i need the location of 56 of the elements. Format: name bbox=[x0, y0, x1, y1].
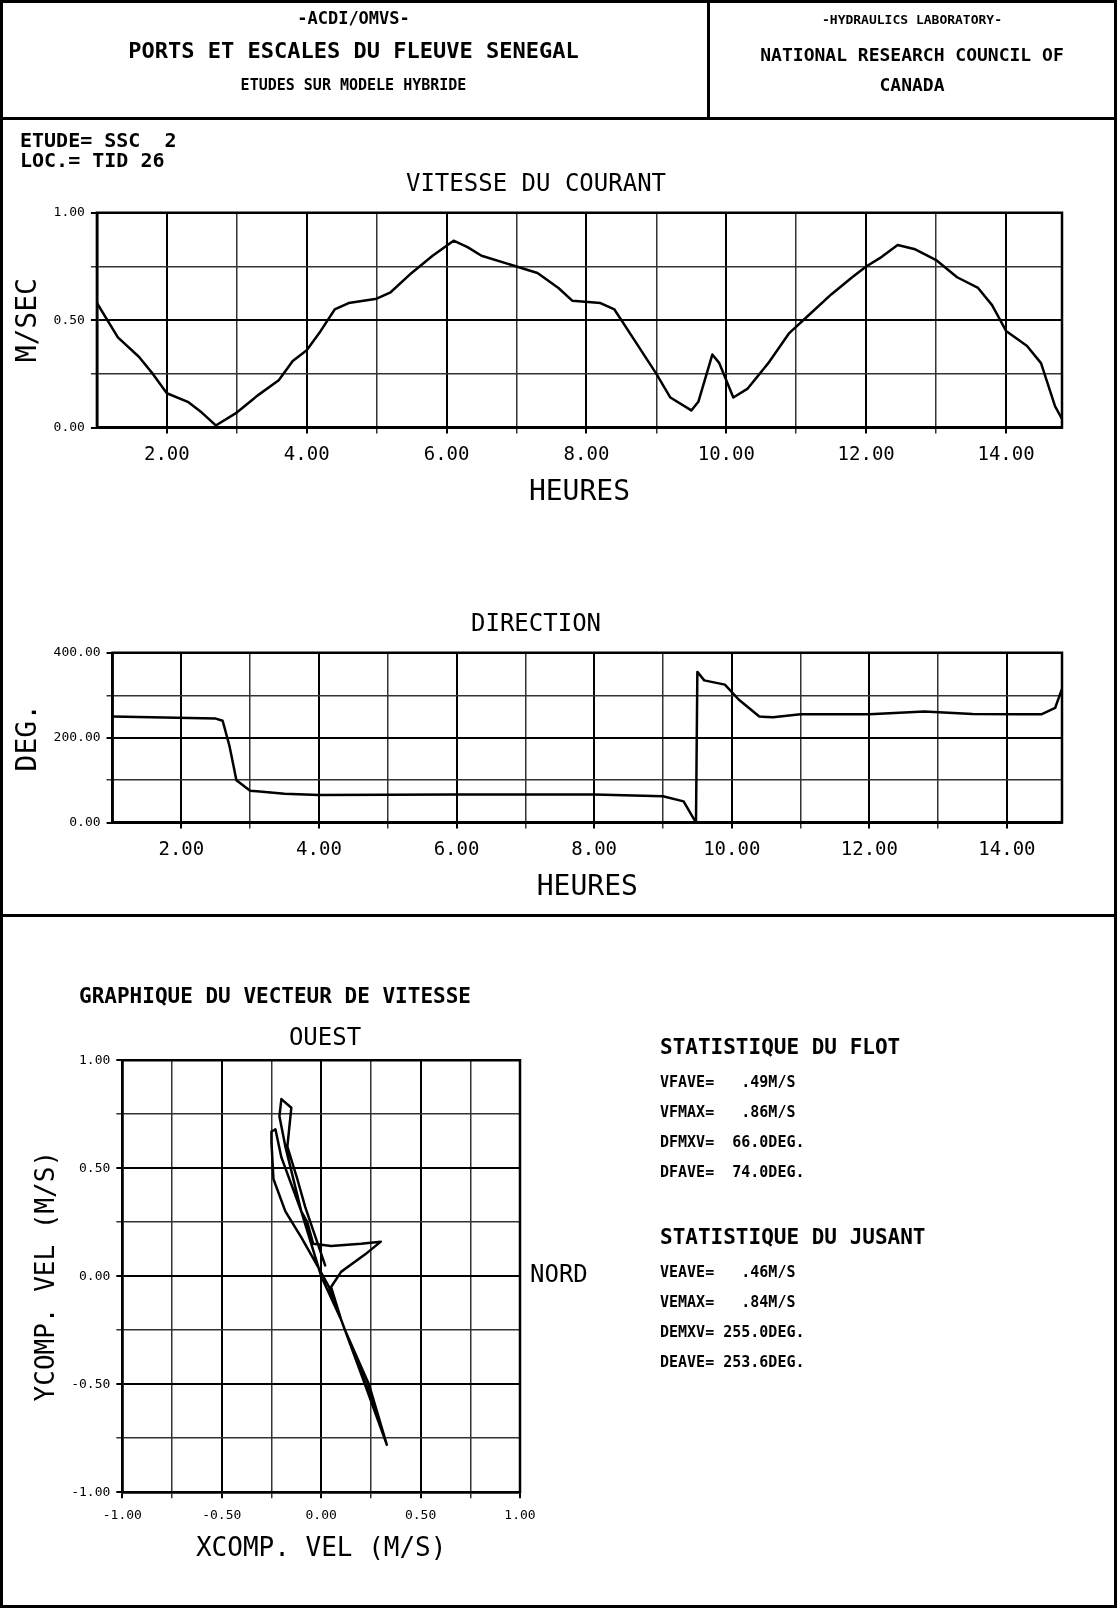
text: VFAVE= .49M/S bbox=[660, 1073, 796, 1091]
x-tick-label: 0.00 bbox=[305, 1507, 337, 1523]
x-tick-label: 0.50 bbox=[404, 1507, 437, 1523]
y-tick-label: 200.00 bbox=[53, 729, 101, 745]
text: OUEST bbox=[287, 1023, 363, 1051]
x-tick-label: 6.00 bbox=[433, 836, 480, 859]
x-tick-label: -0.50 bbox=[202, 1507, 242, 1523]
x-tick-label: 12.00 bbox=[837, 441, 895, 464]
text: PORTS ET ESCALES DU FLEUVE SENEGAL bbox=[127, 38, 580, 63]
x-axis-title: HEURES bbox=[536, 869, 638, 903]
text: STATISTIQUE DU JUSANT bbox=[660, 1225, 926, 1249]
x-tick-label: 14.00 bbox=[977, 441, 1035, 464]
x-tick-label: 14.00 bbox=[978, 836, 1036, 859]
y-tick-label: 400.00 bbox=[53, 644, 101, 660]
text: -HYDRAULICS LABORATORY- bbox=[821, 12, 1003, 27]
text: VEMAX= .84M/S bbox=[660, 1293, 796, 1311]
text: -ACDI/OMVS- bbox=[296, 8, 411, 28]
chart-title: VITESSE DU COURANT bbox=[405, 168, 667, 197]
y-tick-label: 1.00 bbox=[79, 1051, 111, 1067]
x-tick-label: 8.00 bbox=[571, 836, 618, 859]
x-tick-label: 2.00 bbox=[158, 836, 205, 859]
y-tick-label: -1.00 bbox=[71, 1483, 111, 1499]
x-tick-label: 4.00 bbox=[296, 836, 342, 859]
y-tick-label: -0.50 bbox=[71, 1375, 111, 1391]
text: VFMAX= .86M/S bbox=[660, 1103, 796, 1121]
y-tick-label: 0.00 bbox=[53, 418, 85, 434]
x-tick-label: 10.00 bbox=[697, 441, 755, 464]
x-tick-label: 10.00 bbox=[703, 836, 761, 859]
x-tick-label: 12.00 bbox=[840, 836, 898, 859]
y-axis-title: DEG. bbox=[10, 703, 44, 772]
text: DFMXV= 66.0DEG. bbox=[660, 1133, 805, 1151]
x-tick-label: 1.00 bbox=[504, 1507, 536, 1523]
chart-title: DIRECTION bbox=[470, 608, 602, 637]
y-tick-label: 1.00 bbox=[53, 204, 85, 220]
text: DFAVE= 74.0DEG. bbox=[660, 1163, 805, 1181]
text: DEAVE= 253.6DEG. bbox=[660, 1353, 805, 1371]
x-tick-label: 6.00 bbox=[423, 441, 470, 464]
text: ETUDES SUR MODELE HYBRIDE bbox=[239, 76, 468, 94]
text: NORD bbox=[530, 1260, 588, 1288]
chart-title: GRAPHIQUE DU VECTEUR DE VITESSE bbox=[79, 984, 471, 1009]
text: DEMXV= 255.0DEG. bbox=[660, 1323, 805, 1341]
y-tick-label: 0.00 bbox=[69, 813, 101, 829]
y-axis-title: YCOMP. VEL (M/S) bbox=[30, 1150, 61, 1402]
y-tick-label: 0.50 bbox=[53, 311, 85, 327]
y-axis-title: M/SEC bbox=[10, 278, 44, 363]
x-tick-label: 8.00 bbox=[563, 441, 610, 464]
x-axis-title: HEURES bbox=[528, 474, 631, 508]
text: STATISTIQUE DU FLOT bbox=[660, 1035, 901, 1059]
text: VEAVE= .46M/S bbox=[660, 1263, 796, 1281]
text: NATIONAL RESEARCH COUNCIL OF CANADA bbox=[759, 43, 1065, 97]
y-tick-label: 0.50 bbox=[79, 1159, 111, 1175]
x-tick-label: -1.00 bbox=[102, 1507, 142, 1523]
x-tick-label: 4.00 bbox=[283, 441, 330, 464]
y-tick-label: 0.00 bbox=[79, 1267, 111, 1283]
x-tick-label: 2.00 bbox=[143, 441, 190, 464]
x-axis-title: XCOMP. VEL (M/S) bbox=[195, 1532, 447, 1563]
